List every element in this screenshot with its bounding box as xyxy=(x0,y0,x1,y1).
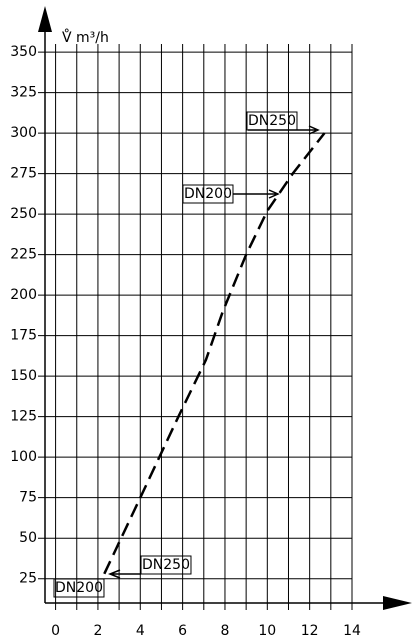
y-tick-label: 200 xyxy=(10,287,37,303)
y-tick-label: 300 xyxy=(10,125,37,141)
y-tick-label: 75 xyxy=(19,490,37,506)
y-tick-label: 50 xyxy=(19,530,37,546)
x-axis-arrow xyxy=(383,596,412,610)
y-tick-label: 250 xyxy=(10,206,37,222)
y-axis-label: V̊ m³/h xyxy=(62,29,109,46)
annotation-arrow xyxy=(107,569,141,579)
y-tick-label: 175 xyxy=(10,328,37,344)
y-tick-label: 275 xyxy=(10,166,37,182)
y-tick-label: 125 xyxy=(10,409,37,425)
x-tick-label: 4 xyxy=(136,623,145,639)
annotation-arrow xyxy=(248,125,320,135)
x-tick-label: 0 xyxy=(51,623,60,639)
y-tick-label: 25 xyxy=(19,571,37,587)
x-tick-label: 6 xyxy=(178,623,187,639)
x-tick-label: 14 xyxy=(343,623,361,639)
annotation: DN200 xyxy=(55,580,103,596)
y-tick-label: 225 xyxy=(10,247,37,263)
x-tick-label: 2 xyxy=(93,623,102,639)
y-axis-arrow xyxy=(38,6,52,32)
annotation-arrow xyxy=(232,189,280,199)
annotation-box xyxy=(140,555,192,575)
y-tick-label: 350 xyxy=(10,44,37,60)
annotation: DN200 xyxy=(184,186,232,202)
x-tick-label: 10 xyxy=(258,623,276,639)
x-tick-label: 8 xyxy=(221,623,230,639)
data-line xyxy=(103,132,326,575)
annotation-box xyxy=(53,578,105,598)
x-tick-label: 12 xyxy=(301,623,319,639)
annotation: DN250 xyxy=(142,557,190,573)
y-tick-label: 100 xyxy=(10,449,37,465)
annotation: DN250 xyxy=(248,113,296,129)
y-tick-label: 150 xyxy=(10,368,37,384)
y-tick-label: 325 xyxy=(10,85,37,101)
